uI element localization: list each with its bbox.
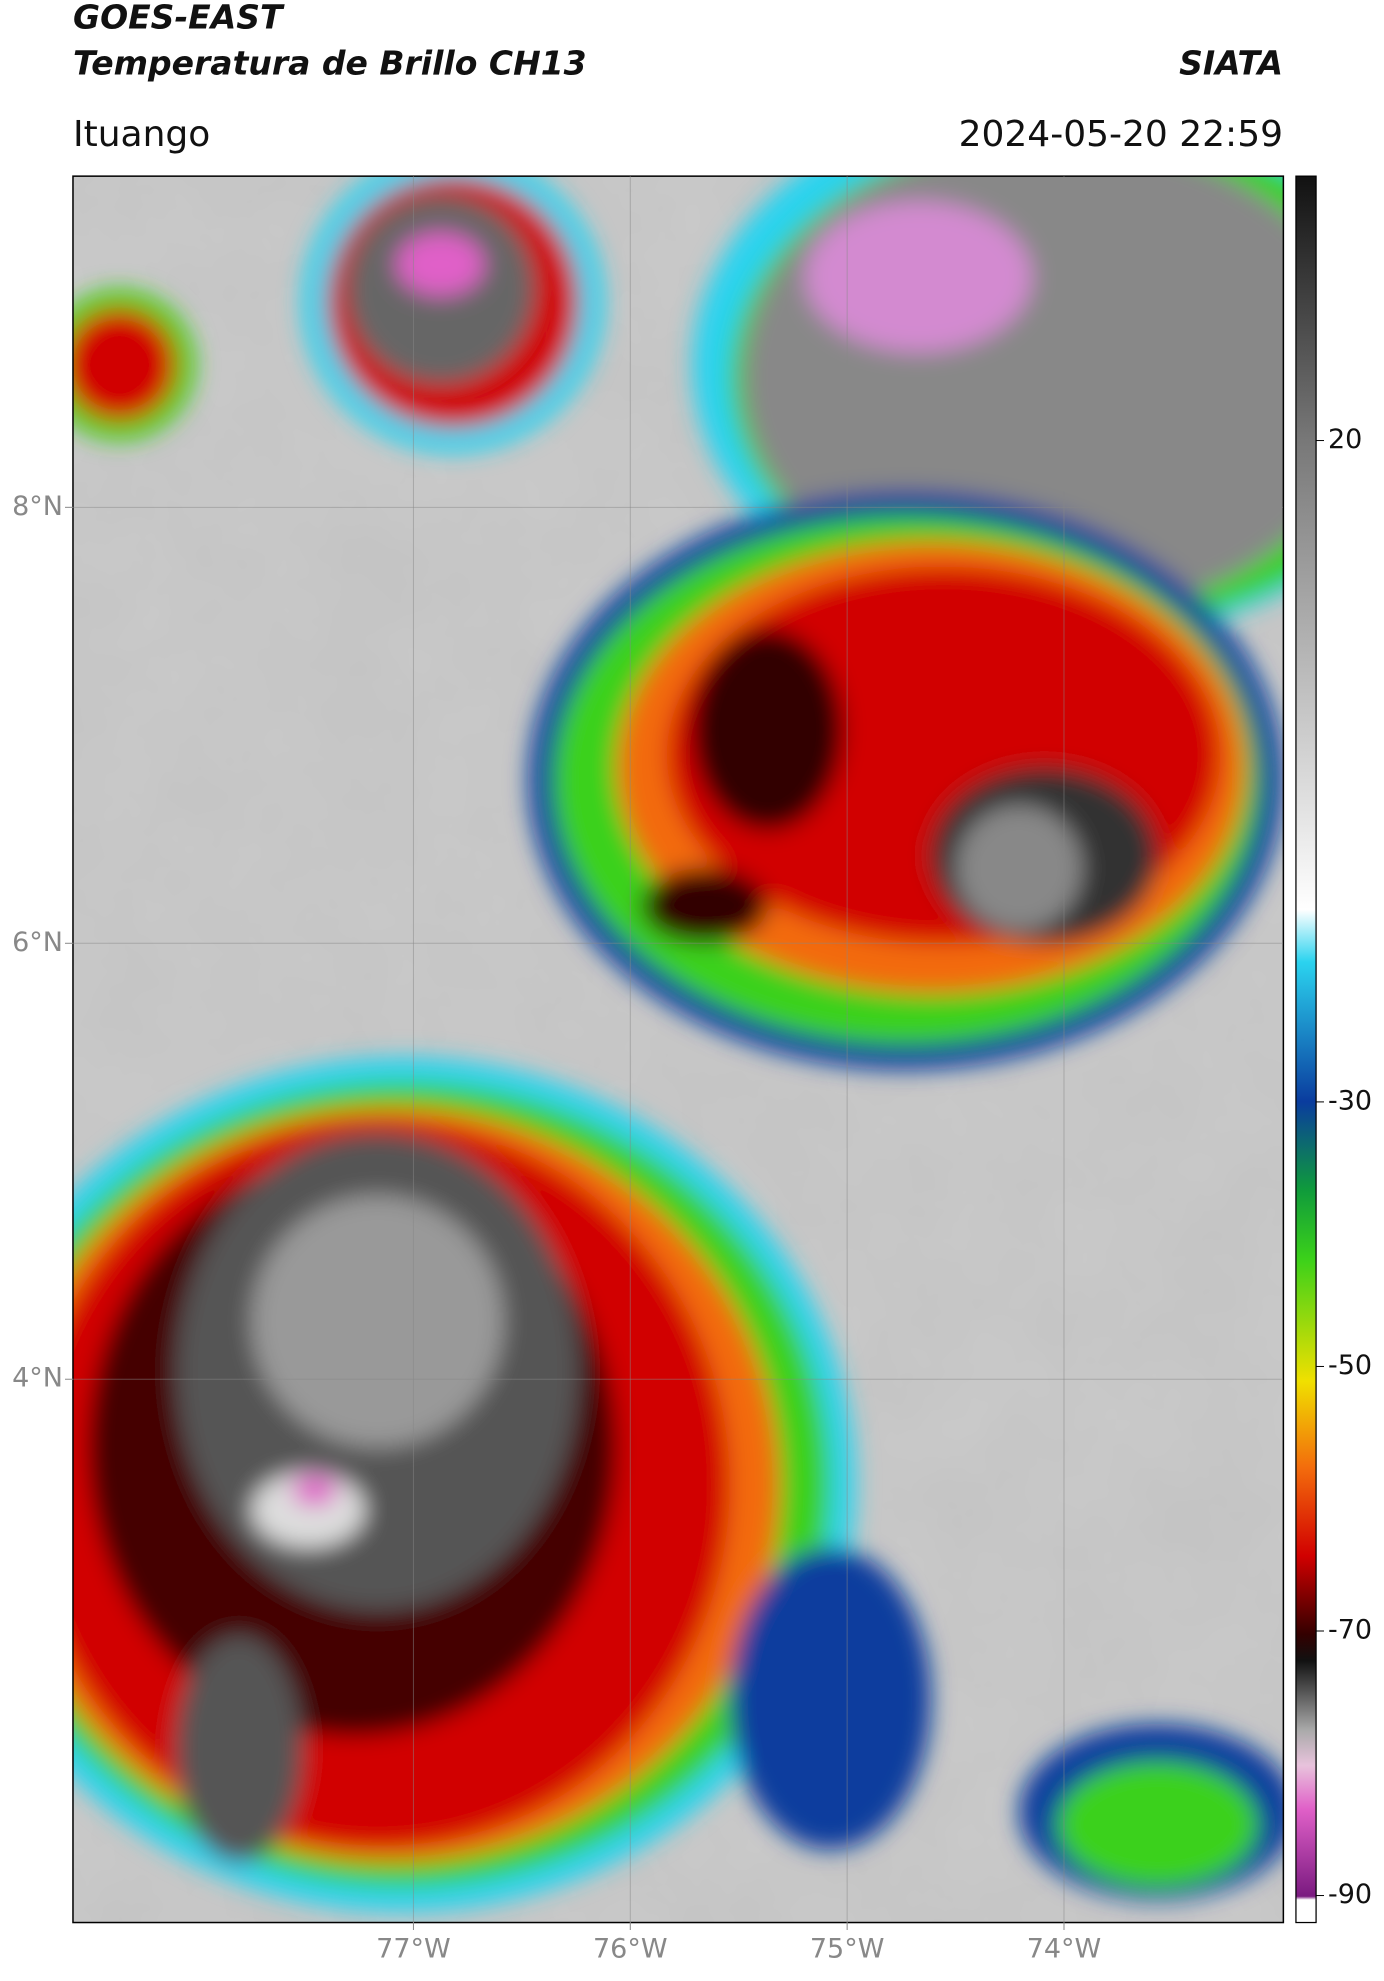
x-tick-label: 77°W (376, 1934, 451, 1965)
y-tick-label: 8°N (12, 491, 63, 522)
map-shape (72, 176, 1284, 1923)
cloud-region (956, 805, 1083, 932)
datetime: 2024-05-20 22:59 (959, 114, 1283, 155)
x-tick-label: 76°W (593, 1934, 668, 1965)
cloud-region (641, 868, 768, 944)
imagery (72, 175, 1317, 1924)
map-shape (72, 176, 1284, 1913)
colorbar-tick-label: -30 (1328, 1085, 1372, 1116)
cloud-region (251, 1195, 504, 1447)
y-tick-label: 6°N (12, 927, 63, 958)
x-tick-label: 75°W (810, 1934, 885, 1965)
map-shape (1295, 175, 1317, 1924)
cloud-region (291, 1475, 338, 1507)
colorbar-tick-label: -70 (1328, 1615, 1372, 1646)
cloud-region (692, 629, 843, 831)
x-tick-label: 74°W (1027, 1934, 1102, 1965)
cloud-region (805, 201, 1032, 353)
title: Temperatura de Brillo CH13 (73, 44, 587, 83)
cloud-region (176, 1635, 302, 1863)
colorbar-tick-label: 20 (1328, 424, 1362, 455)
product: GOES-EAST (73, 0, 285, 37)
brand: SIATA (1179, 44, 1283, 83)
map-shape (72, 175, 1285, 1924)
location: Ituango (73, 114, 210, 155)
cloud-region (396, 232, 485, 296)
colorbar-tick-label: -90 (1328, 1879, 1372, 1910)
cloud-region (72, 308, 177, 422)
cloud-region (729, 1547, 932, 1850)
cloud-region (1056, 1761, 1259, 1888)
y-tick-label: 4°N (12, 1363, 63, 1394)
colorbar-tick-label: -50 (1328, 1350, 1372, 1381)
